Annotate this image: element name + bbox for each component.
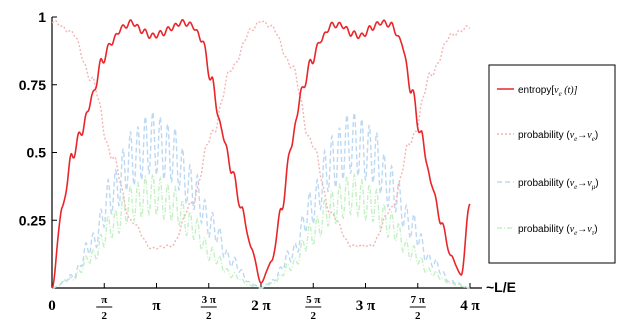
y-tick-label: 1 bbox=[38, 9, 46, 25]
x-tick-denominator: 2 bbox=[415, 310, 421, 322]
x-tick-label: π bbox=[152, 298, 161, 314]
series-line-ee bbox=[51, 19, 471, 250]
x-tick-label: 3 π bbox=[356, 298, 376, 314]
x-tick-numerator: 3 π bbox=[202, 294, 216, 306]
x-tick-fraction: π2 bbox=[96, 294, 113, 322]
legend-entry: probability (νe→νμ) bbox=[497, 178, 599, 191]
x-tick-numerator: π bbox=[101, 294, 107, 306]
legend-label: entropy[νe (t)] bbox=[518, 85, 578, 98]
x-tick-numerator: 7 π bbox=[411, 294, 425, 306]
legend-entry: probability (νe→ντ) bbox=[497, 224, 598, 237]
x-tick-label: 4 π bbox=[460, 298, 480, 314]
x-tick-fraction: 7 π2 bbox=[409, 294, 426, 322]
series-layer bbox=[51, 18, 471, 289]
x-tick-denominator: 2 bbox=[206, 310, 212, 322]
y-tick-label: 0.25 bbox=[19, 212, 46, 228]
y-tick-label: 0.75 bbox=[19, 77, 46, 93]
x-tick-numerator: 5 π bbox=[306, 294, 320, 306]
legend-label: probability (νe→νe) bbox=[518, 130, 598, 143]
x-tick-denominator: 2 bbox=[102, 310, 108, 322]
x-tick-fraction: 3 π2 bbox=[200, 294, 217, 322]
legend-entry: entropy[νe (t)] bbox=[497, 85, 578, 98]
x-tick-label: 0 bbox=[48, 298, 56, 314]
x-tick-fraction: 5 π2 bbox=[305, 294, 322, 322]
legend-label: probability (νe→νμ) bbox=[518, 178, 599, 191]
legend-label: probability (νe→ντ) bbox=[518, 224, 598, 237]
legend-box bbox=[488, 64, 616, 264]
legend-entry: probability (νe→νe) bbox=[497, 130, 598, 143]
legend: entropy[νe (t)] probability (νe→νe) probab… bbox=[488, 64, 616, 264]
y-tick-label: 0.5 bbox=[27, 145, 47, 161]
x-axis-label: ~L/E bbox=[486, 279, 516, 295]
series-line-etau bbox=[51, 171, 471, 289]
x-tick-label: 2 π bbox=[251, 298, 271, 314]
axes bbox=[51, 17, 482, 289]
series-line-entropy bbox=[51, 18, 471, 289]
x-tick-denominator: 2 bbox=[311, 310, 317, 322]
series-line-emu bbox=[51, 111, 471, 289]
